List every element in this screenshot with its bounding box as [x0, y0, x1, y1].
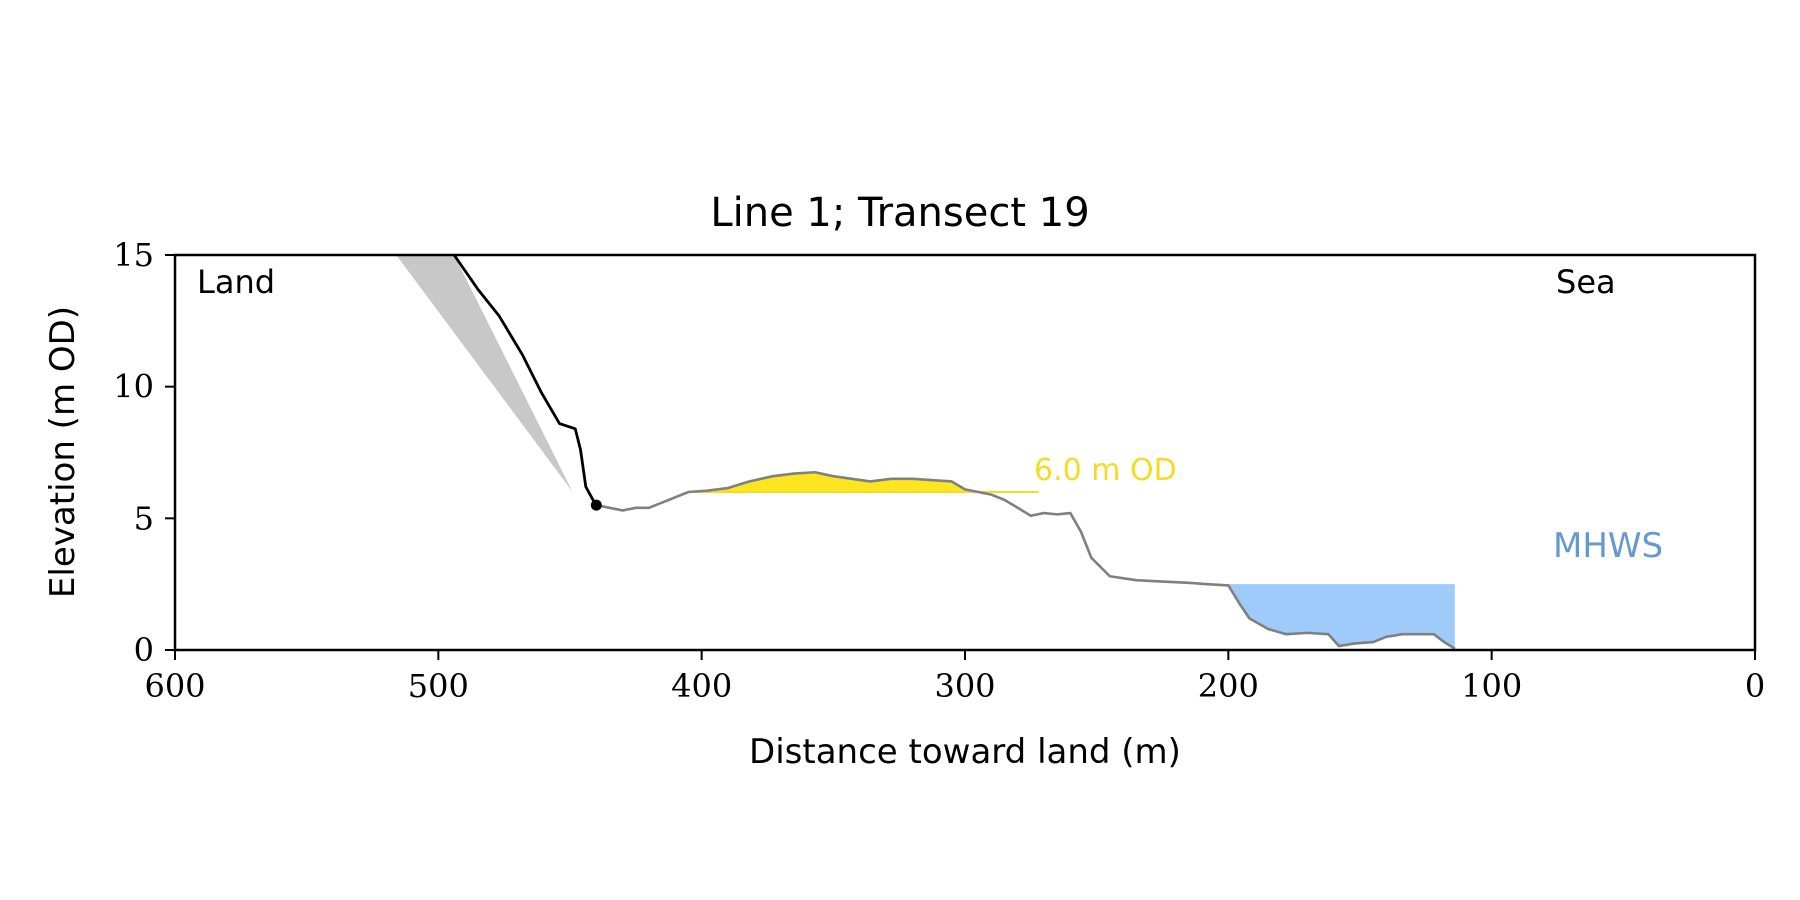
annotation-layer: Land Sea MHWS 6.0 m OD [197, 263, 1663, 566]
cliff-series-line [454, 255, 596, 505]
x-axis-label: Distance toward land (m) [749, 732, 1181, 772]
chart-title: Line 1; Transect 19 [710, 190, 1089, 236]
x-tick-label: 100 [1461, 667, 1522, 705]
cliff-toe-point [591, 500, 602, 511]
mhws-fill-area [1202, 584, 1455, 649]
x-tick-label: 200 [1198, 667, 1259, 705]
x-tick-label: 400 [671, 667, 732, 705]
x-tick-label: 300 [934, 667, 995, 705]
x-tick-label: 600 [144, 667, 205, 705]
threshold-label: 6.0 m OD [1034, 453, 1177, 488]
land-label: Land [197, 263, 275, 301]
y-tick-label: 0 [134, 631, 154, 669]
fill-layer [396, 255, 1455, 649]
sea-label: Sea [1556, 263, 1616, 301]
y-tick-label: 15 [113, 236, 154, 274]
plot-frame [175, 255, 1755, 650]
mhws-label: MHWS [1553, 526, 1663, 566]
x-tick-label: 0 [1745, 667, 1765, 705]
x-tick-label: 500 [408, 667, 469, 705]
x-axis-ticks: 600 500 400 300 200 100 0 [144, 650, 1765, 705]
y-axis-label: Elevation (m OD) [43, 306, 83, 598]
y-tick-label: 10 [113, 368, 154, 406]
y-tick-label: 5 [134, 499, 154, 537]
cliff-wedge-area [396, 255, 572, 492]
y-axis-ticks: 0 5 10 15 [113, 236, 175, 669]
